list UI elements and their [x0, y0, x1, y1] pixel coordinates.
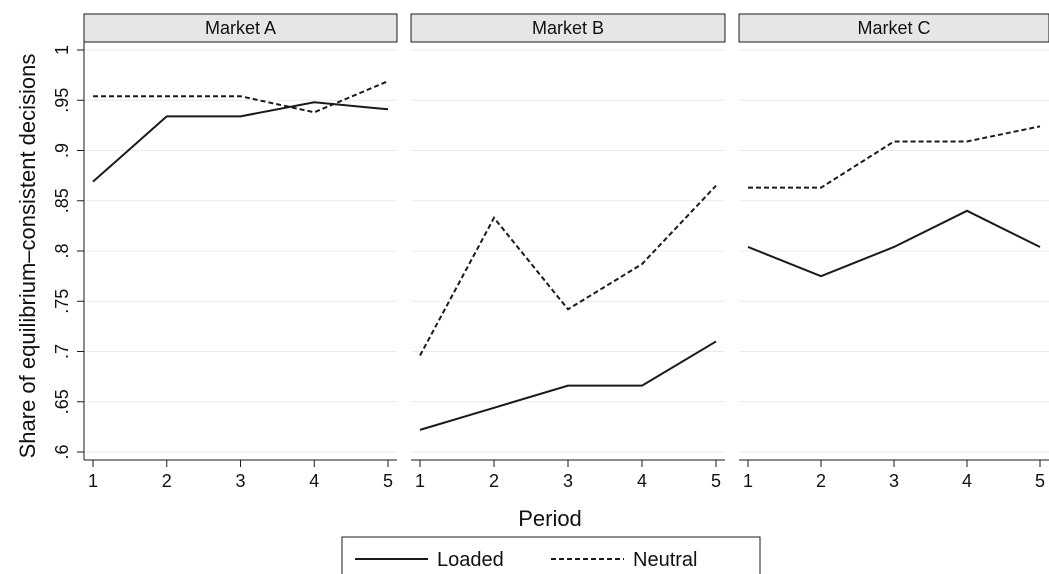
legend-label: Loaded	[437, 549, 504, 571]
panel-strip	[83, 13, 398, 43]
x-tick-label: 1	[88, 471, 98, 491]
y-tick-label: .85	[52, 188, 72, 213]
x-tick-label: 2	[816, 471, 826, 491]
legend-label: Neutral	[633, 549, 697, 571]
series-line-loaded	[419, 340, 717, 431]
panel-title: Market C	[857, 18, 930, 38]
y-tick-label: .6	[52, 444, 72, 459]
x-tick-label: 2	[489, 471, 499, 491]
y-tick-label: 1	[52, 45, 72, 55]
legend: Loaded Neutral	[341, 536, 761, 574]
y-tick-label: .9	[52, 143, 72, 158]
x-tick-label: 4	[637, 471, 647, 491]
x-axis-label: Period	[518, 506, 582, 531]
series-line-neutral	[419, 184, 717, 356]
panel-market-c: Market C 1 2 3 4 5	[738, 13, 1049, 491]
series-line-neutral	[748, 125, 1041, 189]
x-tick-label: 5	[1035, 471, 1045, 491]
panel-market-b: Market B 1 2 3 4 5	[410, 13, 726, 491]
y-tick-label: .95	[52, 88, 72, 113]
y-axis: .6 .65 .7 .75 .8 .85 .9 .95 1	[52, 45, 84, 460]
legend-box	[341, 536, 761, 574]
y-tick-label: .7	[52, 344, 72, 359]
panel-title: Market A	[205, 18, 276, 38]
series-line-neutral	[93, 80, 389, 114]
x-tick-label: 4	[962, 471, 972, 491]
series-line-loaded	[747, 209, 1041, 278]
x-tick-label: 1	[415, 471, 425, 491]
x-tick-label: 3	[563, 471, 573, 491]
y-tick-label: .75	[52, 289, 72, 314]
y-axis-label: Share of equilibrium–consistent decision…	[15, 54, 40, 459]
y-tick-label: .65	[52, 389, 72, 414]
panel-strip	[738, 13, 1049, 43]
x-tick-label: 4	[309, 471, 319, 491]
x-tick-label: 2	[162, 471, 172, 491]
x-tick-label: 5	[711, 471, 721, 491]
x-tick-label: 3	[235, 471, 245, 491]
x-tick-label: 5	[383, 471, 393, 491]
series-line-loaded	[92, 101, 389, 183]
y-tick-label: .8	[52, 243, 72, 258]
panel-strip	[410, 13, 726, 43]
panel-title: Market B	[532, 18, 604, 38]
x-tick-label: 1	[743, 471, 753, 491]
panel-market-a: Market A 1 2 3 4 5	[83, 13, 398, 491]
x-tick-label: 3	[889, 471, 899, 491]
